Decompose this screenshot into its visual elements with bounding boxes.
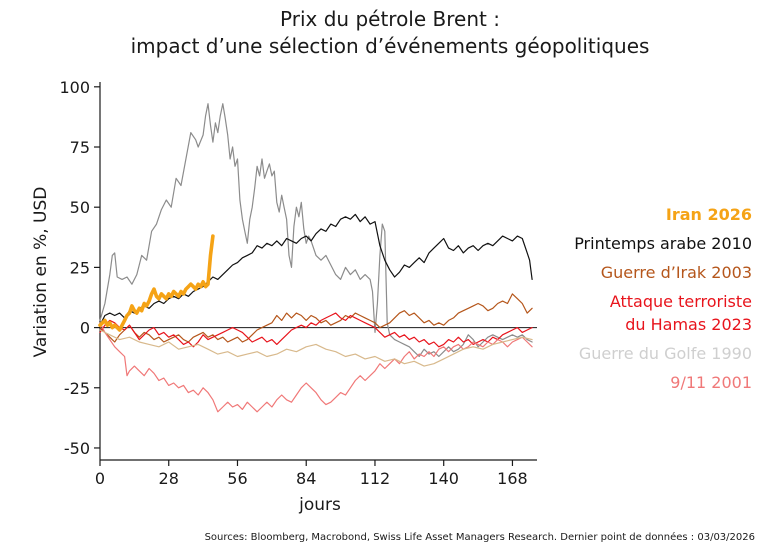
axes-layer — [99, 82, 537, 461]
series-line-iran-2026 — [98, 234, 215, 332]
y-tick-label: 75 — [70, 138, 90, 157]
x-tick-label: 0 — [95, 469, 105, 488]
ticks-layer: -50 -25 0 25 50 75 100 0 28 56 84 112 140 168 — [59, 78, 527, 488]
series-line-attaque-terroriste-du-hamas-2023 — [99, 312, 533, 348]
y-tick-label: -25 — [64, 379, 90, 398]
chart-title-line2: impact d’une sélection d’événements géop… — [131, 34, 650, 58]
x-tick-label: 56 — [227, 469, 247, 488]
y-tick-label: -50 — [64, 439, 90, 458]
legend-entry-guerre-d-irak-2003: Guerre d’Irak 2003 — [601, 263, 752, 282]
y-tick-label: 0 — [80, 319, 90, 338]
series-line-guerre-d-irak-2003 — [99, 293, 533, 343]
y-axis-label: Variation en %, USD — [31, 187, 51, 358]
x-tick-label: 84 — [296, 469, 316, 488]
source-note: Sources: Bloomberg, Macrobond, Swiss Lif… — [205, 531, 755, 543]
y-tick-label: 100 — [59, 78, 90, 97]
legend: Iran 2026 Printemps arabe 2010 Guerre d’Ir… — [574, 205, 752, 392]
series-layer — [98, 103, 533, 413]
legend-entry-attaque-terroriste-du-hamas-2023: Attaque terroriste — [610, 292, 752, 311]
legend-entry-9-11-2001: 9/11 2001 — [670, 373, 752, 392]
x-tick-label: 28 — [159, 469, 179, 488]
y-tick-label: 50 — [70, 198, 90, 217]
legend-entry-printemps-arabe-2010: Printemps arabe 2010 — [574, 234, 752, 253]
x-tick-label: 140 — [428, 469, 459, 488]
legend-entry-attaque-terroriste-du-hamas-2023: du Hamas 2023 — [625, 315, 752, 334]
series-line-guerre-du-golfe-1990-faible- — [99, 329, 533, 367]
chart-title-line1: Prix du pétrole Brent : — [280, 7, 500, 31]
y-tick-label: 25 — [70, 258, 90, 277]
legend-entry-iran-2026: Iran 2026 — [666, 205, 752, 224]
series-line-guerre-du-golfe-1990 — [99, 103, 533, 358]
legend-entry-guerre-du-golfe-1990: Guerre du Golfe 1990 — [579, 344, 752, 363]
x-tick-label: 112 — [360, 469, 391, 488]
series-line-9-11-2001 — [99, 322, 533, 413]
x-tick-label: 168 — [497, 469, 528, 488]
x-axis-label: jours — [298, 495, 341, 515]
